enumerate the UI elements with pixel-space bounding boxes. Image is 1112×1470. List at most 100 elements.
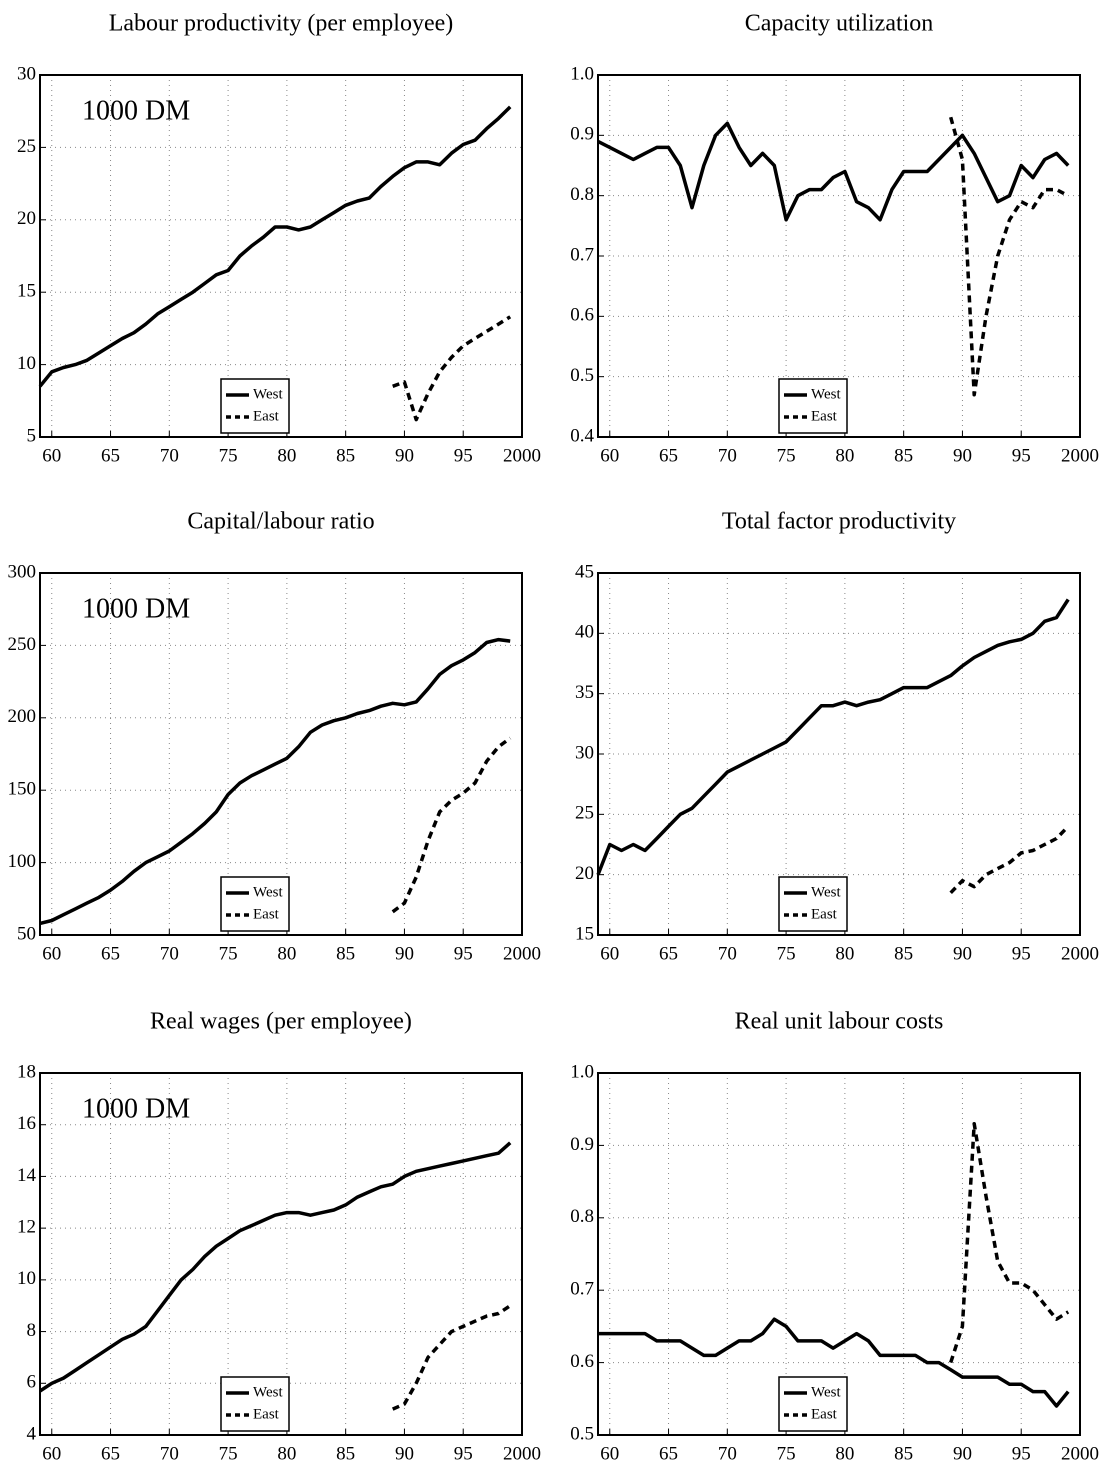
legend-label: West xyxy=(811,884,841,900)
y-tick-label: 35 xyxy=(575,682,594,703)
x-tick-label: 65 xyxy=(101,445,120,466)
x-tick-label: 80 xyxy=(835,445,854,466)
series-line xyxy=(391,736,512,914)
x-tick-label: 95 xyxy=(1012,445,1031,466)
annotation: 1000 DM xyxy=(82,95,190,126)
y-tick-label: 20 xyxy=(575,863,594,884)
x-tick-label: 70 xyxy=(160,445,179,466)
x-tick-label: 65 xyxy=(101,1443,120,1464)
y-tick-label: 4 xyxy=(27,1423,37,1444)
plot-frame xyxy=(39,1072,523,1436)
y-tick-label: 0.9 xyxy=(570,1134,594,1155)
y-tick-label: 10 xyxy=(17,1268,36,1289)
x-tick-label: 90 xyxy=(395,445,414,466)
x-tick-label: 90 xyxy=(953,1443,972,1464)
y-tick-label: 15 xyxy=(17,281,36,302)
y-tick-label: 25 xyxy=(17,136,36,157)
y-tick-label: 250 xyxy=(8,634,37,655)
plot-frame xyxy=(597,572,1081,936)
x-tick-label: 60 xyxy=(600,943,619,964)
series-line xyxy=(39,637,511,926)
x-tick-label: 80 xyxy=(277,445,296,466)
annotation: 1000 DM xyxy=(82,593,190,624)
x-tick-label: 70 xyxy=(160,1443,179,1464)
legend-box xyxy=(220,1376,290,1432)
y-tick-label: 30 xyxy=(575,742,594,763)
y-tick-label: 0.7 xyxy=(570,244,594,265)
series-line xyxy=(597,121,1070,222)
x-tick-label: 80 xyxy=(835,943,854,964)
x-tick-label: 80 xyxy=(835,1443,854,1464)
x-tick-label: 90 xyxy=(395,943,414,964)
x-tick-label: 95 xyxy=(454,445,473,466)
x-tick-label: 70 xyxy=(718,445,737,466)
y-tick-label: 0.7 xyxy=(570,1279,594,1300)
legend-box xyxy=(220,378,290,434)
y-tick-label: 0.5 xyxy=(570,1423,594,1444)
x-tick-label: 65 xyxy=(659,445,678,466)
x-tick-label: 70 xyxy=(718,1443,737,1464)
y-tick-label: 0.8 xyxy=(570,1206,594,1227)
x-tick-label: 2000 xyxy=(503,1443,541,1464)
x-tick-label: 90 xyxy=(395,1443,414,1464)
legend-label: East xyxy=(811,1406,838,1422)
y-tick-label: 8 xyxy=(27,1320,37,1341)
series-line xyxy=(949,116,1070,397)
x-tick-label: 65 xyxy=(659,943,678,964)
y-tick-label: 15 xyxy=(575,923,594,944)
x-tick-label: 65 xyxy=(659,1443,678,1464)
plot-frame xyxy=(597,1072,1081,1436)
y-tick-label: 0.6 xyxy=(570,305,594,326)
y-tick-label: 45 xyxy=(575,561,594,582)
chart-title: Real wages (per employee) xyxy=(150,1009,412,1035)
chart-title: Capital/labour ratio xyxy=(187,509,374,535)
panel: Real wages (per employee) 4 6 8 10 12 14 16 18 60… xyxy=(17,1009,541,1465)
x-tick-label: 90 xyxy=(953,445,972,466)
y-tick-label: 14 xyxy=(17,1165,37,1186)
x-tick-label: 95 xyxy=(1012,943,1031,964)
y-tick-label: 0.8 xyxy=(570,184,594,205)
y-tick-label: 150 xyxy=(8,779,37,800)
x-tick-label: 60 xyxy=(600,1443,619,1464)
x-tick-label: 90 xyxy=(953,943,972,964)
y-tick-label: 200 xyxy=(8,706,37,727)
annotation: 1000 DM xyxy=(82,1093,190,1124)
y-tick-label: 40 xyxy=(575,622,594,643)
plot-frame xyxy=(39,74,523,438)
series-line xyxy=(38,105,512,388)
y-tick-label: 0.5 xyxy=(570,365,594,386)
x-tick-label: 85 xyxy=(894,1443,913,1464)
legend-box xyxy=(778,378,848,434)
x-tick-label: 2000 xyxy=(1061,1443,1099,1464)
x-tick-label: 75 xyxy=(219,445,238,466)
y-tick-label: 10 xyxy=(17,353,36,374)
y-tick-label: 0.9 xyxy=(570,124,594,145)
legend-label: East xyxy=(811,906,838,922)
y-tick-label: 1.0 xyxy=(570,63,594,84)
x-tick-label: 75 xyxy=(219,943,238,964)
x-tick-label: 60 xyxy=(42,943,61,964)
panel: Real unit labour costs 0.5 0.6 0.7 0.8 0.9 1.0… xyxy=(570,1009,1099,1465)
x-tick-label: 85 xyxy=(336,943,355,964)
legend-label: East xyxy=(253,408,280,424)
x-tick-label: 60 xyxy=(600,445,619,466)
legend-label: West xyxy=(811,1384,841,1400)
legend-box xyxy=(220,876,290,932)
chart-title: Total factor productivity xyxy=(722,509,956,535)
legend-label: West xyxy=(253,884,283,900)
series-line xyxy=(392,1304,512,1411)
legend-box xyxy=(778,876,848,932)
x-tick-label: 95 xyxy=(454,943,473,964)
series-line xyxy=(949,825,1070,895)
x-tick-label: 60 xyxy=(42,445,61,466)
x-tick-label: 80 xyxy=(277,1443,296,1464)
y-tick-label: 0.6 xyxy=(570,1351,594,1372)
legend-label: West xyxy=(253,1384,283,1400)
x-tick-label: 60 xyxy=(42,1443,61,1464)
y-tick-label: 50 xyxy=(17,923,36,944)
y-tick-label: 1.0 xyxy=(570,1061,594,1082)
series-line xyxy=(39,1141,512,1393)
x-tick-label: 95 xyxy=(1012,1443,1031,1464)
panel: Capital/labour ratio 50 100 150 200 250 300 60 6… xyxy=(8,509,542,965)
x-tick-label: 75 xyxy=(219,1443,238,1464)
